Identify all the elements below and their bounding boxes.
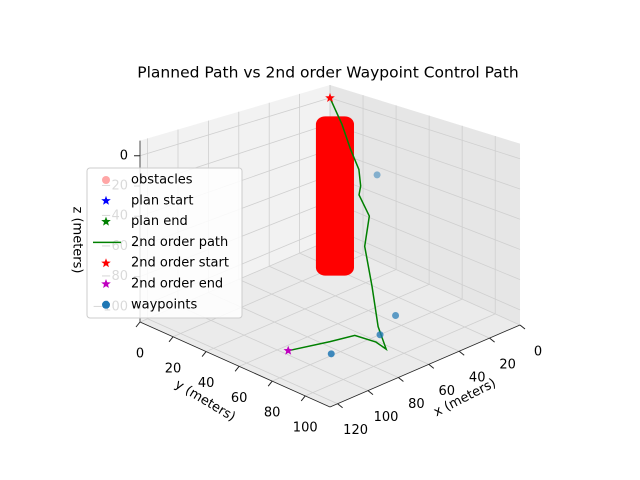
x-tick [398,377,404,382]
legend-circle [102,176,110,184]
grid-line [305,313,496,397]
star-marker [283,345,293,355]
waypoint [376,331,384,339]
grid-line [269,265,460,352]
x-tick-label: 0 [534,345,542,360]
chart-title: Planned Path vs 2nd order Waypoint Contr… [137,64,518,82]
legend-label: plan end [131,214,188,229]
axis-line [139,321,331,408]
obstacle [315,116,354,276]
x-tick [428,363,435,369]
legend-circle [102,300,110,309]
waypoint [327,350,335,358]
x-tick-label: 20 [499,358,516,373]
x-tick-label: 40 [469,371,486,386]
grid-line [329,239,521,326]
y-tick [201,351,207,357]
legend-label: plan start [131,193,193,208]
grid-line [238,278,429,365]
x-tick [458,350,465,356]
legend-star [101,258,111,268]
y-tick [168,336,174,343]
grid-line [177,305,369,391]
y-tick-label: 100 [293,420,318,435]
y-tick [135,321,141,328]
y-tick [234,366,240,372]
x-tick-label: 100 [374,410,399,425]
x-tick-label: 120 [343,423,368,438]
waypoint [373,171,381,179]
grid-line [147,318,338,405]
z-tick-label: 0 [120,148,128,163]
x-tick [337,403,343,409]
y-tick-label: 80 [264,406,281,421]
y-tick [300,395,306,402]
grid-line [139,97,331,157]
grid-line [329,97,521,160]
legend-label: 2nd order start [131,256,229,271]
legend-star [101,279,111,288]
waypoint [392,311,400,319]
legend-label: 2nd order end [131,277,223,292]
pane-back-right [330,85,520,325]
y-tick-label: 20 [165,361,182,376]
grid-line [205,269,397,352]
grid-line [238,283,430,367]
grid-line [329,175,521,250]
legend-label: obstacles [131,173,193,188]
grid-line [329,226,521,311]
path-line [288,97,388,352]
grid-line [329,200,521,281]
axis-line [329,324,521,408]
y-tick-label: 40 [198,376,215,391]
legend-star [101,216,111,226]
legend-star [101,195,111,205]
grid-line [329,149,521,220]
legend-label: 2nd order path [131,235,228,250]
star-marker [325,92,335,102]
grid-line [272,298,463,382]
grid-line [329,123,521,190]
y-tick [267,380,273,387]
legend-label: waypoints [131,297,197,312]
x-tick [367,390,374,395]
x-tick [489,337,495,343]
x-tick-label: 60 [439,384,456,399]
y-tick-label: 60 [231,391,248,406]
legend-box [86,167,243,319]
z-axis-label: z (meters) [70,207,85,274]
x-tick-label: 80 [408,397,425,412]
x-tick [519,324,526,330]
y-tick-label: 0 [136,347,144,362]
